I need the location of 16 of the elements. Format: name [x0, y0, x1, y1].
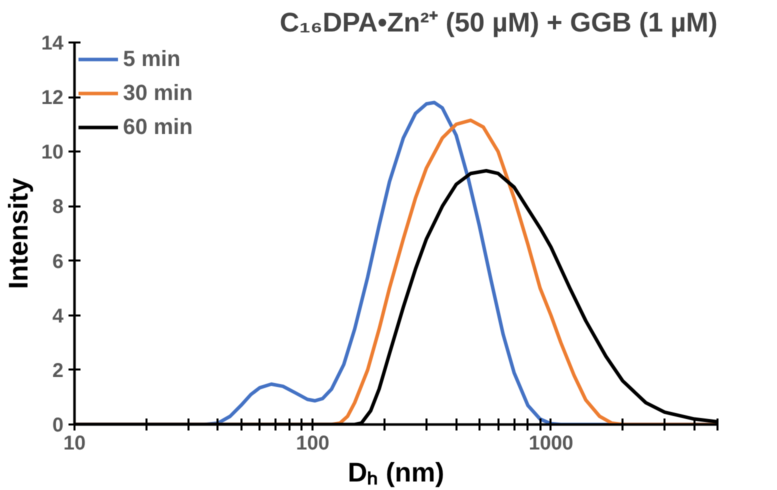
- y-axis-title: Intensity: [3, 178, 34, 290]
- y-tick-label: 14: [41, 32, 64, 54]
- chart-title: C₁₆DPA•Zn²⁺ (50 µM) + GGB (1 µM): [280, 8, 718, 38]
- y-tick-label: 2: [52, 360, 64, 382]
- y-tick-label: 12: [41, 87, 64, 110]
- legend-label: 30 min: [123, 80, 193, 106]
- legend-label: 60 min: [123, 114, 193, 140]
- y-tick-label: 0: [52, 414, 64, 436]
- x-tick-label: 100: [296, 432, 330, 454]
- y-tick-label: 4: [52, 305, 64, 328]
- x-axis-title: Dₕ (nm): [348, 458, 444, 488]
- x-tick-label: 1000: [528, 432, 574, 454]
- legend-label: 5 min: [123, 46, 180, 72]
- y-tick-label: 8: [52, 196, 64, 218]
- y-tick-label: 10: [41, 142, 64, 164]
- y-tick-label: 6: [52, 250, 64, 273]
